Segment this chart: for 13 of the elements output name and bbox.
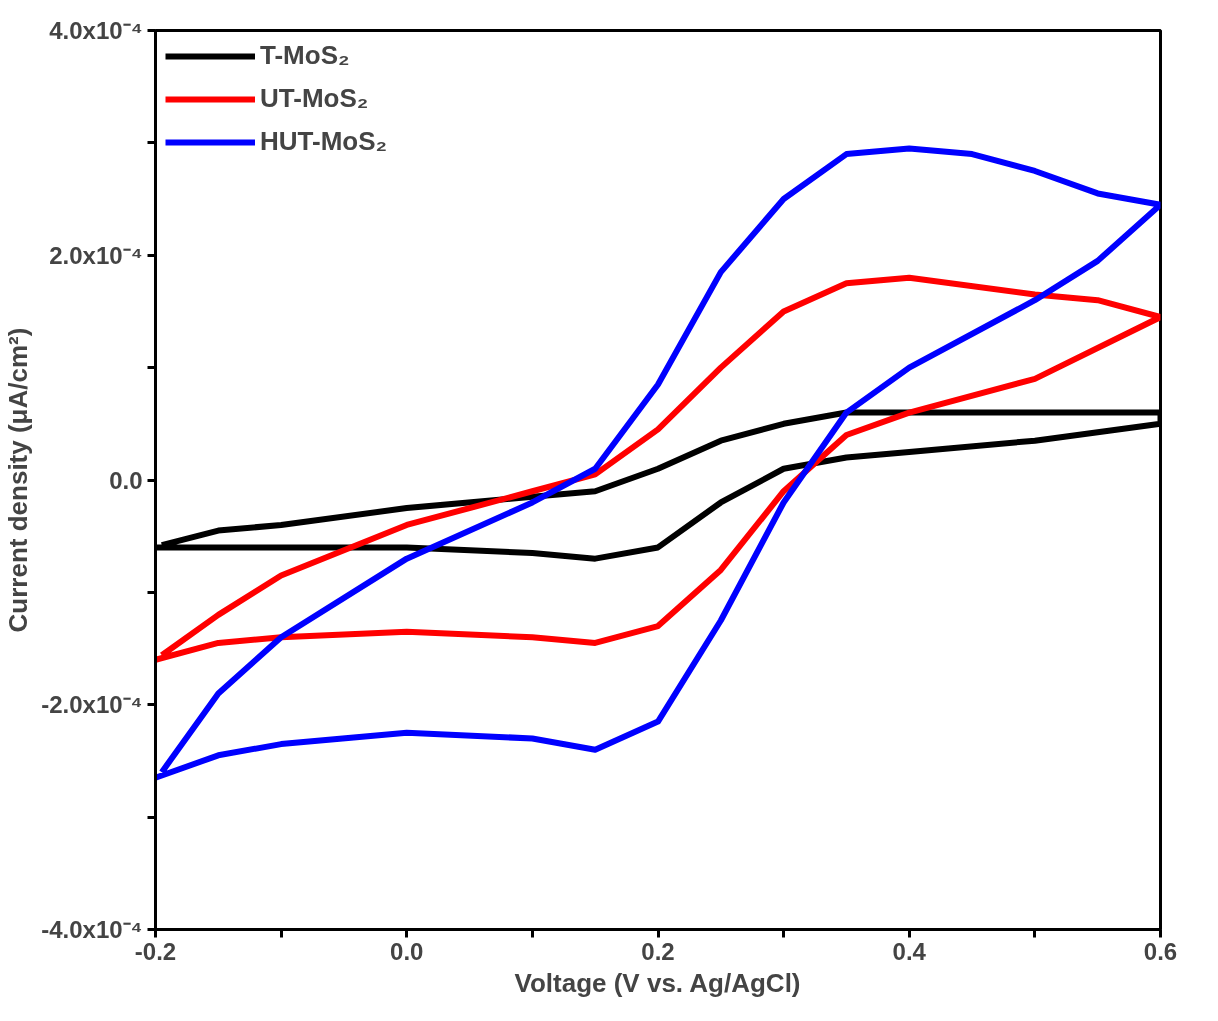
y-axis-title: Current density (μA/cm²) [3,327,34,633]
y-tick-label: 2.0x10⁻⁴ [49,241,143,269]
x-tick-label: 0.4 [892,937,927,965]
x-tick-label: 0.2 [641,937,675,965]
y-tick-label: 4.0x10⁻⁴ [49,17,143,44]
y-tick-label: -2.0x10⁻⁴ [41,691,143,719]
legend-label: T-MoS₂ [260,40,350,71]
y-tick-label: 0.0 [109,466,143,494]
legend-label: HUT-MoS₂ [260,126,388,157]
legend-label: UT-MoS₂ [260,83,369,114]
x-tick-label: 0.0 [390,937,424,965]
x-axis-title: Voltage (V vs. Ag/AgCl) [514,967,801,998]
x-tick-label: 0.6 [1143,937,1178,965]
